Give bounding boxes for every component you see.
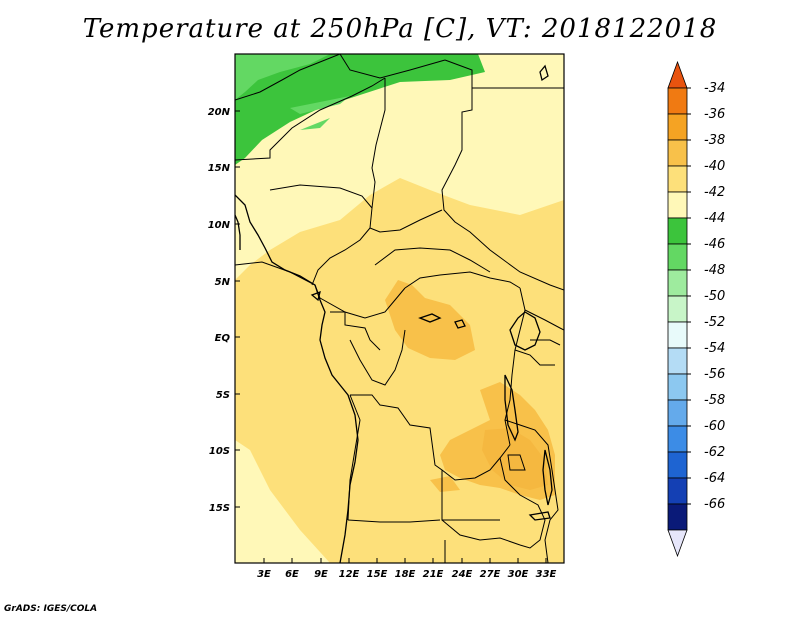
map-frame bbox=[234, 53, 565, 564]
lat-label: 15S bbox=[209, 503, 230, 514]
lon-label: 30E bbox=[508, 569, 529, 580]
colorbar bbox=[667, 60, 691, 558]
colorbar-label: -34 bbox=[704, 81, 725, 96]
lat-label: 5S bbox=[216, 390, 230, 401]
colorbar-label: -42 bbox=[704, 185, 725, 200]
lon-label: 12E bbox=[339, 569, 360, 580]
lon-label: 33E bbox=[536, 569, 557, 580]
colorbar-label: -66 bbox=[704, 497, 725, 512]
axis-ticks bbox=[235, 110, 547, 563]
colorbar-swatch bbox=[667, 113, 688, 141]
colorbar-label: -62 bbox=[704, 445, 725, 460]
lon-label: 3E bbox=[257, 569, 271, 580]
colorbar-label: -54 bbox=[704, 341, 725, 356]
colorbar-swatch bbox=[667, 87, 688, 115]
credit-text: GrADS: IGES/COLA bbox=[4, 604, 98, 614]
colorbar-swatch bbox=[667, 425, 688, 453]
colorbar-label: -44 bbox=[704, 211, 725, 226]
longitude-labels: 3E 6E 9E 12E 15E 18E 21E 24E 27E 30E 33E bbox=[257, 569, 556, 580]
lat-label: 10N bbox=[208, 220, 231, 231]
colorbar-swatch bbox=[667, 217, 688, 245]
colorbar-label: -48 bbox=[704, 263, 725, 278]
colorbar-label: -64 bbox=[704, 471, 725, 486]
colorbar-label: -60 bbox=[704, 419, 725, 434]
chart-title: Temperature at 250hPa [C], VT: 201812201… bbox=[82, 14, 718, 44]
colorbar-label: -46 bbox=[704, 237, 725, 252]
colorbar-swatch bbox=[667, 321, 688, 349]
colorbar-swatch bbox=[667, 243, 688, 271]
colorbar-swatch bbox=[667, 451, 688, 479]
lon-label: 27E bbox=[480, 569, 501, 580]
colorbar-label: -50 bbox=[704, 289, 725, 304]
colorbar-swatch bbox=[667, 373, 688, 401]
colorbar-swatch bbox=[667, 165, 688, 193]
lon-label: 9E bbox=[314, 569, 328, 580]
colorbar-swatch bbox=[667, 191, 688, 219]
lon-label: 18E bbox=[395, 569, 416, 580]
colorbar-swatch bbox=[667, 295, 688, 323]
lat-label: 20N bbox=[208, 107, 231, 118]
lat-label: EQ bbox=[215, 333, 231, 344]
colorbar-swatch bbox=[667, 347, 688, 375]
colorbar-label: -52 bbox=[704, 315, 725, 330]
colorbar-swatch bbox=[667, 477, 688, 505]
colorbar-label: -36 bbox=[704, 107, 725, 122]
latitude-labels: 20N 15N 10N 5N EQ 5S 10S 15S bbox=[208, 107, 231, 514]
lon-label: 21E bbox=[423, 569, 444, 580]
coastline bbox=[235, 64, 553, 563]
lat-label: 10S bbox=[209, 446, 230, 457]
lat-label: 15N bbox=[208, 163, 231, 174]
temperature-field bbox=[235, 54, 564, 563]
colorbar-top-triangle bbox=[667, 60, 688, 89]
colorbar-label: -40 bbox=[704, 159, 725, 174]
lon-label: 15E bbox=[367, 569, 388, 580]
colorbar-bottom-triangle bbox=[667, 529, 688, 558]
lat-label: 5N bbox=[215, 277, 231, 288]
colorbar-label: -56 bbox=[704, 367, 725, 382]
colorbar-swatch bbox=[667, 139, 688, 167]
colorbar-labels: -34 -36 -38 -40 -42 -44 -46 -48 -50 -52 … bbox=[704, 81, 725, 512]
lon-label: 24E bbox=[452, 569, 473, 580]
lon-label: 6E bbox=[285, 569, 299, 580]
colorbar-swatch bbox=[667, 269, 688, 297]
colorbar-swatch bbox=[667, 503, 688, 531]
colorbar-label: -58 bbox=[704, 393, 725, 408]
colorbar-label: -38 bbox=[704, 133, 725, 148]
colorbar-swatch bbox=[667, 399, 688, 427]
